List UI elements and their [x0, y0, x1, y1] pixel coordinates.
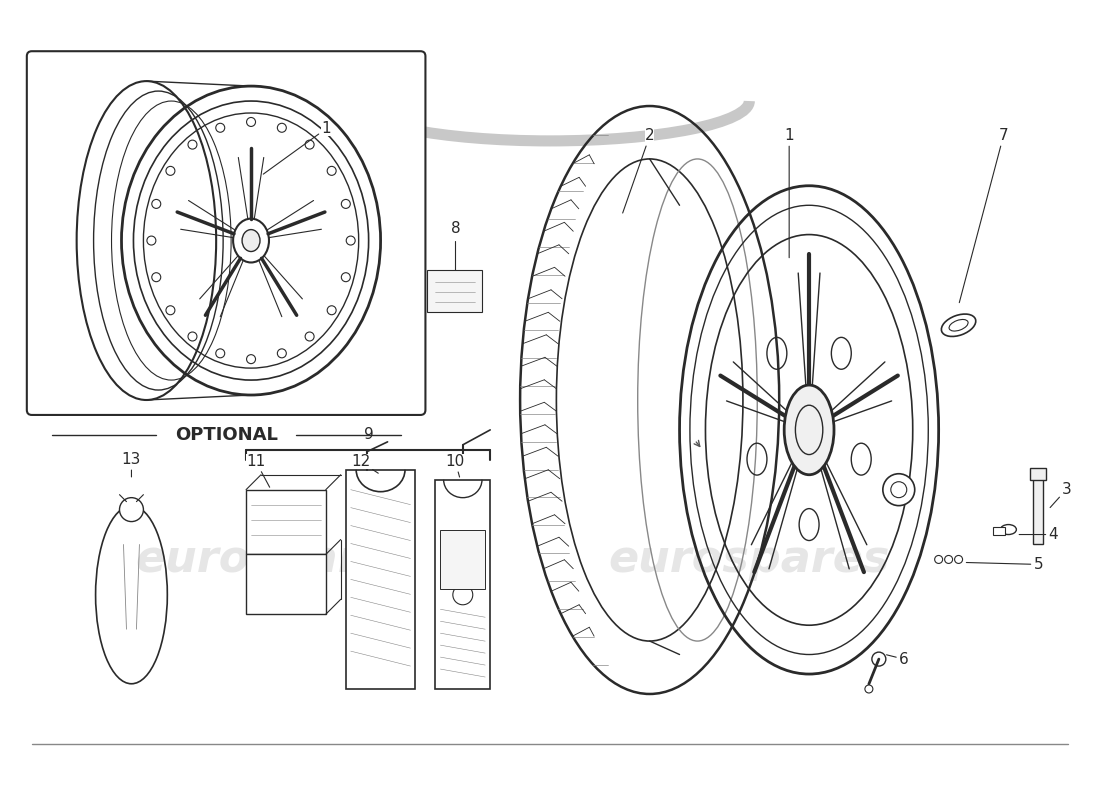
Bar: [440, 530, 485, 590]
Text: 11: 11: [246, 454, 270, 487]
Text: eurospares: eurospares: [608, 538, 890, 581]
Circle shape: [327, 166, 337, 175]
Circle shape: [188, 332, 197, 341]
Circle shape: [865, 685, 873, 693]
Circle shape: [216, 123, 224, 132]
Circle shape: [955, 555, 962, 563]
Circle shape: [327, 306, 337, 314]
Circle shape: [166, 166, 175, 175]
Bar: [1031, 468, 1046, 480]
Ellipse shape: [242, 230, 260, 251]
Text: 1: 1: [784, 129, 794, 258]
Bar: [1033, 474, 1043, 545]
Text: 9: 9: [364, 427, 374, 442]
Text: 6: 6: [887, 651, 909, 666]
Text: 5: 5: [966, 557, 1043, 572]
Circle shape: [305, 332, 315, 341]
Circle shape: [246, 354, 255, 364]
Text: 1: 1: [263, 122, 331, 174]
Circle shape: [883, 474, 915, 506]
Circle shape: [891, 482, 906, 498]
Circle shape: [277, 123, 286, 132]
Circle shape: [147, 236, 156, 245]
Text: 13: 13: [122, 452, 141, 477]
Bar: [993, 526, 1005, 534]
Ellipse shape: [784, 385, 834, 474]
Bar: [246, 490, 326, 554]
Circle shape: [246, 118, 255, 126]
Circle shape: [188, 140, 197, 149]
Circle shape: [216, 349, 224, 358]
Bar: [246, 554, 326, 614]
Circle shape: [341, 199, 350, 208]
Text: OPTIONAL: OPTIONAL: [175, 426, 277, 444]
Text: 12: 12: [351, 454, 378, 474]
Text: 4: 4: [1020, 527, 1058, 542]
Circle shape: [872, 652, 886, 666]
Circle shape: [935, 555, 943, 563]
Text: 8: 8: [451, 221, 460, 236]
Circle shape: [346, 236, 355, 245]
Circle shape: [341, 273, 350, 282]
Bar: [345, 470, 416, 689]
FancyBboxPatch shape: [26, 51, 426, 415]
Text: eurospares: eurospares: [135, 538, 417, 581]
Text: 3: 3: [1050, 482, 1071, 507]
Bar: [436, 480, 491, 689]
Text: 7: 7: [959, 129, 1009, 302]
Circle shape: [945, 555, 953, 563]
Circle shape: [152, 273, 161, 282]
Circle shape: [453, 585, 473, 605]
Text: 2: 2: [623, 129, 654, 213]
Circle shape: [166, 306, 175, 314]
Circle shape: [120, 498, 143, 522]
Text: 10: 10: [446, 454, 465, 477]
Circle shape: [152, 199, 161, 208]
Bar: [428, 270, 482, 312]
Circle shape: [305, 140, 315, 149]
Circle shape: [277, 349, 286, 358]
